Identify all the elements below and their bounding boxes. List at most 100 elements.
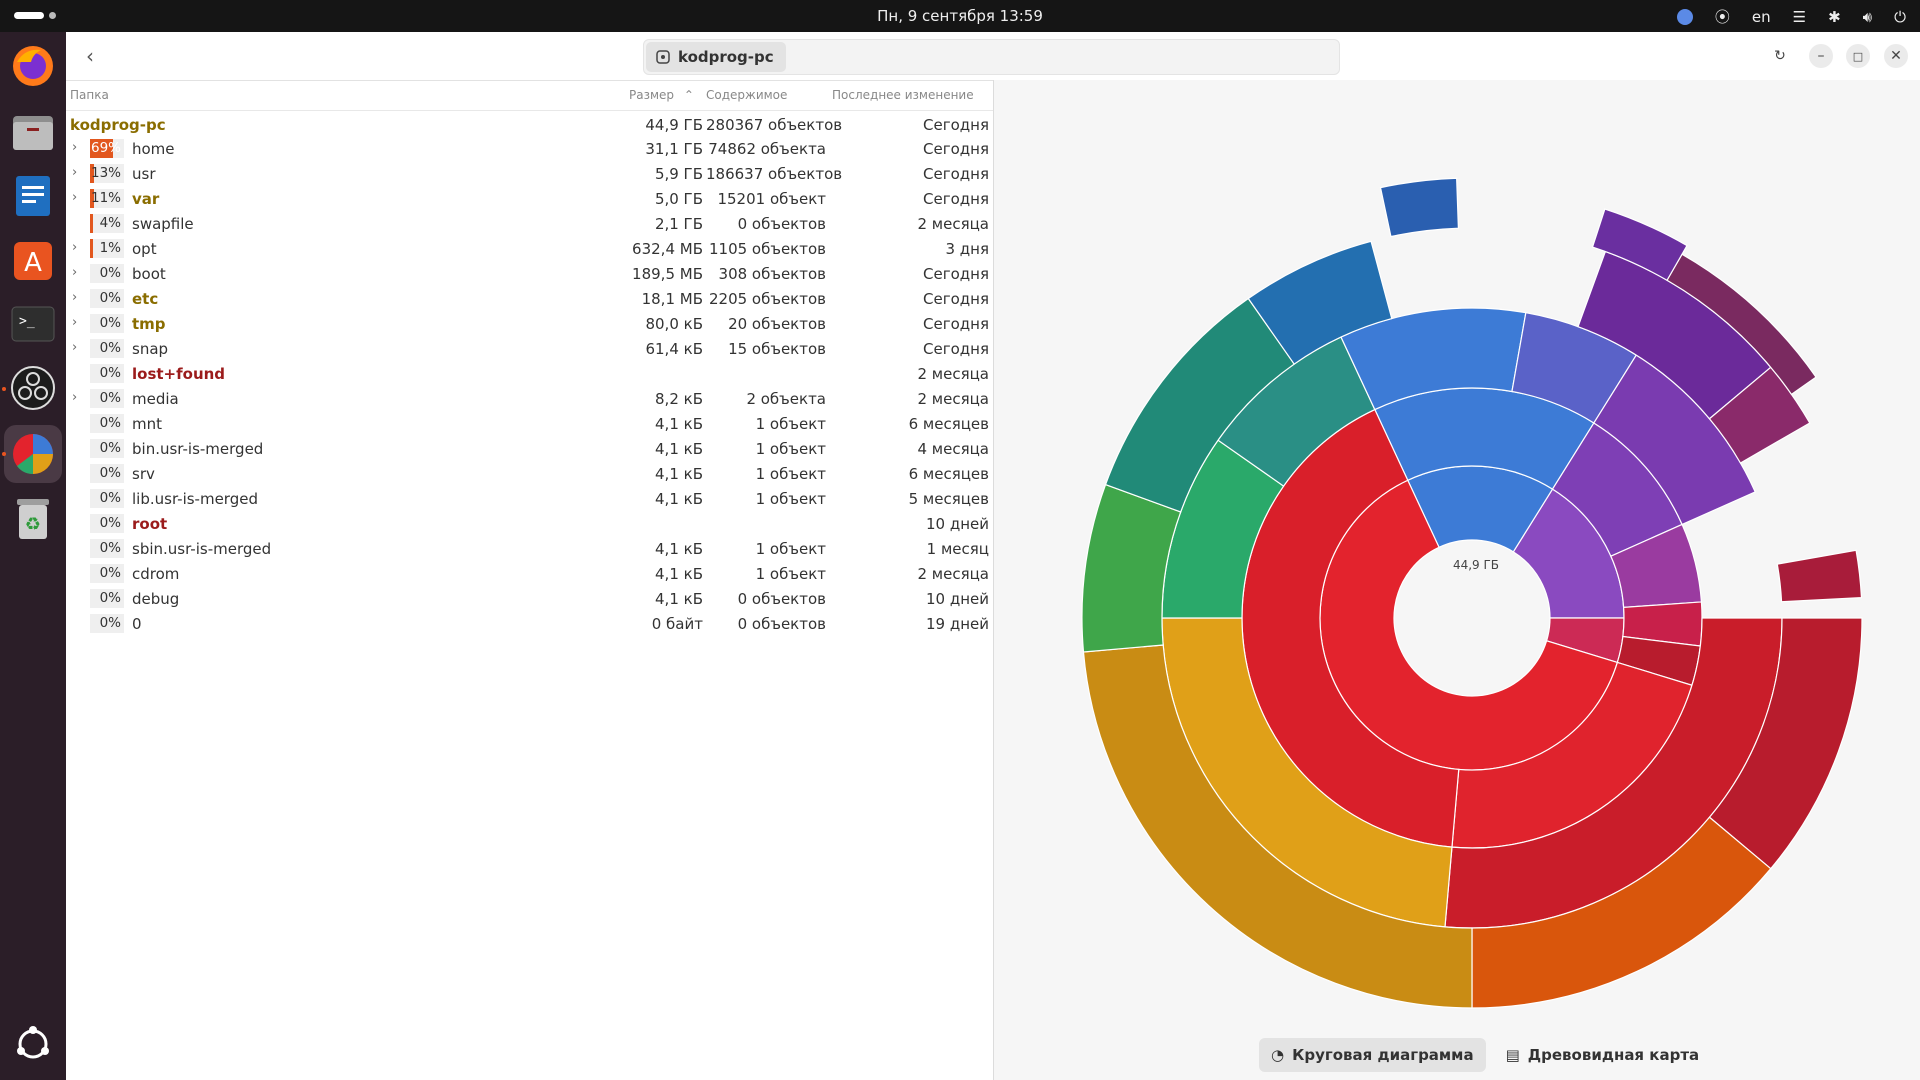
expand-chevron-icon[interactable]: › (72, 315, 78, 330)
sunburst-segment-ring4-red-thin[interactable] (1776, 549, 1863, 603)
percent-text: 0% (99, 340, 121, 356)
root-row[interactable]: kodprog-pc 44,9 ГБ 280367 объектов Сегод… (66, 113, 993, 138)
firefox-icon[interactable] (9, 42, 57, 90)
folder-row[interactable]: › 0% etc 18,1 МБ 2205 объектов Сегодня (66, 287, 993, 312)
pie-chart-button[interactable]: ◔ Круговая диаграмма (1259, 1038, 1486, 1072)
trash-icon[interactable]: ♻ (9, 494, 57, 542)
percent-text: 4% (99, 215, 121, 231)
bluetooth-icon[interactable]: ✱ (1828, 7, 1841, 26)
folder-row[interactable]: 4% swapfile 2,1 ГБ 0 объектов 2 месяца (66, 212, 993, 237)
header-bar: ‹ kodprog-pc ↻ – □ ✕ (66, 32, 1920, 81)
expand-chevron-icon[interactable]: › (72, 265, 78, 280)
sunburst-segment-outer-c[interactable] (1591, 208, 1688, 282)
folder-row[interactable]: › 0% boot 189,5 МБ 308 объектов Сегодня (66, 262, 993, 287)
path-bar[interactable]: kodprog-pc (643, 39, 1340, 75)
percent-fill (90, 139, 114, 158)
expand-chevron-icon[interactable]: › (72, 290, 78, 305)
percent-text: 0% (99, 440, 121, 456)
percent-text: 69% (90, 140, 121, 156)
folder-name: opt (132, 240, 157, 258)
folder-row[interactable]: 0% 0 0 байт 0 объектов 19 дней (66, 612, 993, 637)
percent-badge: 11% (90, 189, 124, 208)
terminal-icon[interactable]: >_ (9, 300, 57, 348)
expand-chevron-icon[interactable]: › (72, 340, 78, 355)
folder-row[interactable]: 0% mnt 4,1 кБ 1 объект 6 месяцев (66, 412, 993, 437)
sunburst-segment-outer-b[interactable] (1379, 177, 1460, 238)
folder-row[interactable]: › 0% snap 61,4 кБ 15 объектов Сегодня (66, 337, 993, 362)
writer-icon[interactable] (9, 172, 57, 220)
minimize-button[interactable]: – (1809, 44, 1833, 68)
column-folder[interactable]: Папка (70, 88, 109, 102)
percent-badge: 0% (90, 389, 124, 408)
language-indicator[interactable]: en (1751, 7, 1771, 26)
treemap-button[interactable]: ▤ Древовидная карта (1494, 1038, 1712, 1072)
folder-modified: 2 месяца (917, 390, 989, 408)
folder-modified: 1 месяц (926, 540, 989, 558)
system-tray[interactable]: ⦿ en ☰ ✱ 🔊︎ ⏻ (1676, 6, 1906, 27)
show-apps-icon[interactable] (9, 1020, 57, 1068)
folder-row[interactable]: 0% sbin.usr-is-merged 4,1 кБ 1 объект 1 меся… (66, 537, 993, 562)
folder-row[interactable]: › 13% usr 5,9 ГБ 186637 объектов Сегодня (66, 162, 993, 187)
volume-icon[interactable]: 🔊︎ (1862, 7, 1873, 26)
folder-row[interactable]: 0% lib.usr-is-merged 4,1 кБ 1 объект 5 месяц… (66, 487, 993, 512)
root-contents: 280367 объектов (706, 116, 843, 134)
percent-badge: 0% (90, 464, 124, 483)
percent-text: 0% (99, 365, 121, 381)
column-size[interactable]: Размер ⌃ (629, 88, 694, 102)
network-icon[interactable]: ☰ (1792, 7, 1807, 26)
folder-contents: 308 объектов (718, 265, 826, 283)
svg-text:A: A (24, 248, 42, 278)
folder-row[interactable]: › 0% tmp 80,0 кБ 20 объектов Сегодня (66, 312, 993, 337)
clock[interactable]: Пн, 9 сентября 13:59 (877, 7, 1043, 25)
power-icon[interactable]: ⏻ (1894, 7, 1906, 26)
folder-row[interactable]: › 0% media 8,2 кБ 2 объекта 2 месяца (66, 387, 993, 412)
folder-row[interactable]: 0% root 10 дней (66, 512, 993, 537)
folder-modified: 6 месяцев (908, 415, 989, 433)
app-indicator-icon[interactable] (1676, 8, 1693, 25)
activities-button[interactable] (14, 12, 56, 19)
folder-name: bin.usr-is-merged (132, 440, 264, 458)
expand-chevron-icon[interactable]: › (72, 165, 78, 180)
column-modified[interactable]: Последнее изменение (832, 88, 974, 102)
folder-row[interactable]: 0% bin.usr-is-merged 4,1 кБ 1 объект 4 месяц… (66, 437, 993, 462)
power-profile-icon[interactable]: ⦿ (1714, 8, 1730, 26)
folder-row[interactable]: › 11% var 5,0 ГБ 15201 объект Сегодня (66, 187, 993, 212)
percent-badge: 69% (90, 139, 124, 158)
folder-row[interactable]: 0% debug 4,1 кБ 0 объектов 10 дней (66, 587, 993, 612)
folder-name: lost+found (132, 365, 226, 383)
folder-row[interactable]: › 69% home 31,1 ГБ 74862 объекта Сегодня (66, 137, 993, 162)
percent-text: 0% (99, 265, 121, 281)
folder-row[interactable]: 0% cdrom 4,1 кБ 1 объект 2 месяца (66, 562, 993, 587)
top-bar: Пн, 9 сентября 13:59 ⦿ en ☰ ✱ 🔊︎ ⏻ (0, 0, 1920, 32)
folder-row[interactable]: 0% lost+found 2 месяца (66, 362, 993, 387)
app-center-icon[interactable]: A (9, 236, 57, 284)
folder-size: 2,1 ГБ (654, 215, 703, 233)
percent-text: 0% (99, 315, 121, 331)
files-icon[interactable] (9, 108, 57, 156)
percent-badge: 1% (90, 239, 124, 258)
sunburst-chart[interactable] (994, 80, 1920, 1030)
treemap-icon: ▤ (1505, 1046, 1520, 1064)
pie-chart-label: Круговая диаграмма (1292, 1046, 1474, 1064)
sunburst-segment-ring4-blue[interactable] (1247, 240, 1393, 365)
expand-chevron-icon[interactable]: › (72, 390, 78, 405)
folder-modified: 4 месяца (917, 440, 989, 458)
disk-usage-icon[interactable] (4, 425, 62, 483)
refresh-button[interactable]: ↻ (1774, 48, 1786, 64)
path-chip[interactable]: kodprog-pc (646, 42, 786, 72)
obs-icon[interactable] (9, 364, 57, 412)
folder-contents: 2 объекта (746, 390, 826, 408)
back-button[interactable]: ‹ (86, 44, 94, 68)
expand-chevron-icon[interactable]: › (72, 190, 78, 205)
folder-row[interactable]: 0% srv 4,1 кБ 1 объект 6 месяцев (66, 462, 993, 487)
folder-name: 0 (132, 615, 142, 633)
expand-chevron-icon[interactable]: › (72, 240, 78, 255)
column-contents[interactable]: Содержимое (706, 88, 788, 102)
expand-chevron-icon[interactable]: › (72, 140, 78, 155)
svg-text:>_: >_ (19, 314, 35, 329)
sunburst-segment-outer-a[interactable] (1666, 253, 1817, 396)
close-button[interactable]: ✕ (1884, 44, 1908, 68)
folder-row[interactable]: › 1% opt 632,4 МБ 1105 объектов 3 дня (66, 237, 993, 262)
disk-usage-window: ‹ kodprog-pc ↻ – □ ✕ Папка Размер ⌃ Соде… (66, 32, 1920, 1080)
maximize-button[interactable]: □ (1846, 44, 1870, 68)
